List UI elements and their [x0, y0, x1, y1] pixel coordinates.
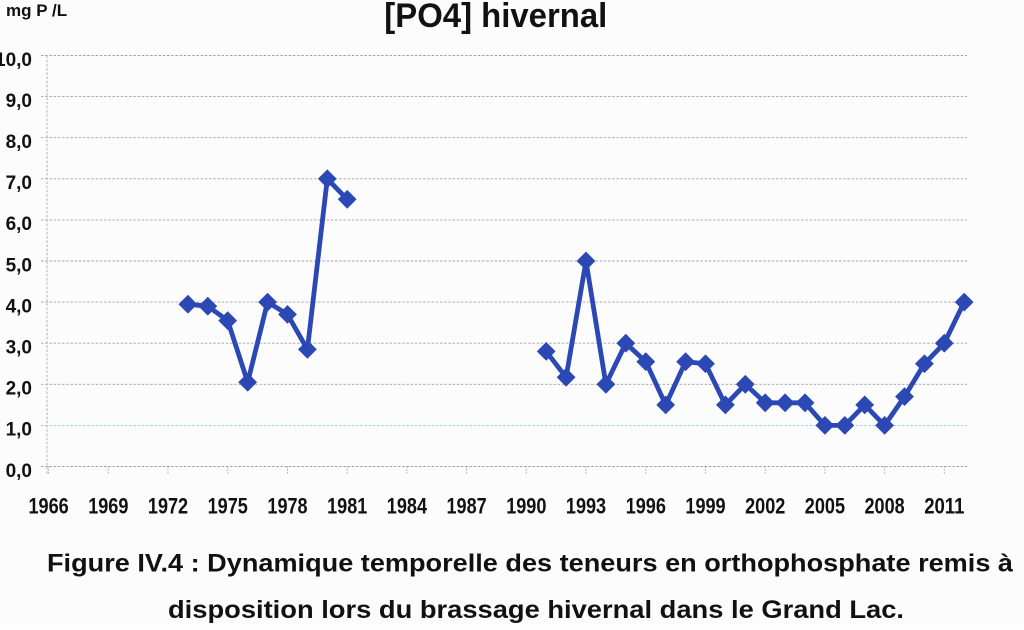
svg-text:1990: 1990: [506, 493, 546, 518]
svg-text:1993: 1993: [566, 493, 606, 518]
svg-text:2005: 2005: [805, 493, 845, 518]
svg-text:1981: 1981: [327, 493, 367, 518]
svg-text:7,0: 7,0: [6, 173, 32, 194]
svg-text:1999: 1999: [685, 493, 725, 518]
svg-text:1,0: 1,0: [6, 420, 32, 441]
svg-text:5,0: 5,0: [6, 255, 32, 276]
svg-text:1984: 1984: [387, 493, 428, 518]
svg-text:2,0: 2,0: [6, 379, 32, 400]
svg-text:6,0: 6,0: [6, 214, 32, 235]
svg-text:2011: 2011: [924, 493, 964, 518]
svg-text:2002: 2002: [745, 493, 785, 518]
svg-text:10,0: 10,0: [0, 50, 32, 71]
svg-text:1975: 1975: [208, 493, 248, 518]
svg-text:4,0: 4,0: [6, 296, 32, 317]
svg-text:1966: 1966: [29, 493, 69, 518]
svg-text:9,0: 9,0: [6, 91, 32, 112]
svg-text:0,0: 0,0: [6, 461, 32, 482]
svg-text:[PO4] hivernal: [PO4] hivernal: [384, 0, 607, 35]
svg-text:1996: 1996: [626, 493, 666, 518]
svg-text:mg P /L: mg P /L: [6, 1, 67, 20]
svg-text:disposition lors du brassage h: disposition lors du brassage hivernal da…: [168, 596, 904, 624]
svg-text:Figure IV.4 : Dynamique tempor: Figure IV.4 : Dynamique temporelle des t…: [47, 549, 1013, 577]
svg-text:3,0: 3,0: [6, 338, 32, 359]
svg-text:8,0: 8,0: [6, 132, 32, 153]
svg-text:1969: 1969: [88, 493, 128, 518]
svg-text:2008: 2008: [865, 493, 905, 518]
svg-text:1972: 1972: [148, 493, 188, 518]
svg-text:1978: 1978: [267, 493, 307, 518]
svg-text:1987: 1987: [447, 493, 487, 518]
